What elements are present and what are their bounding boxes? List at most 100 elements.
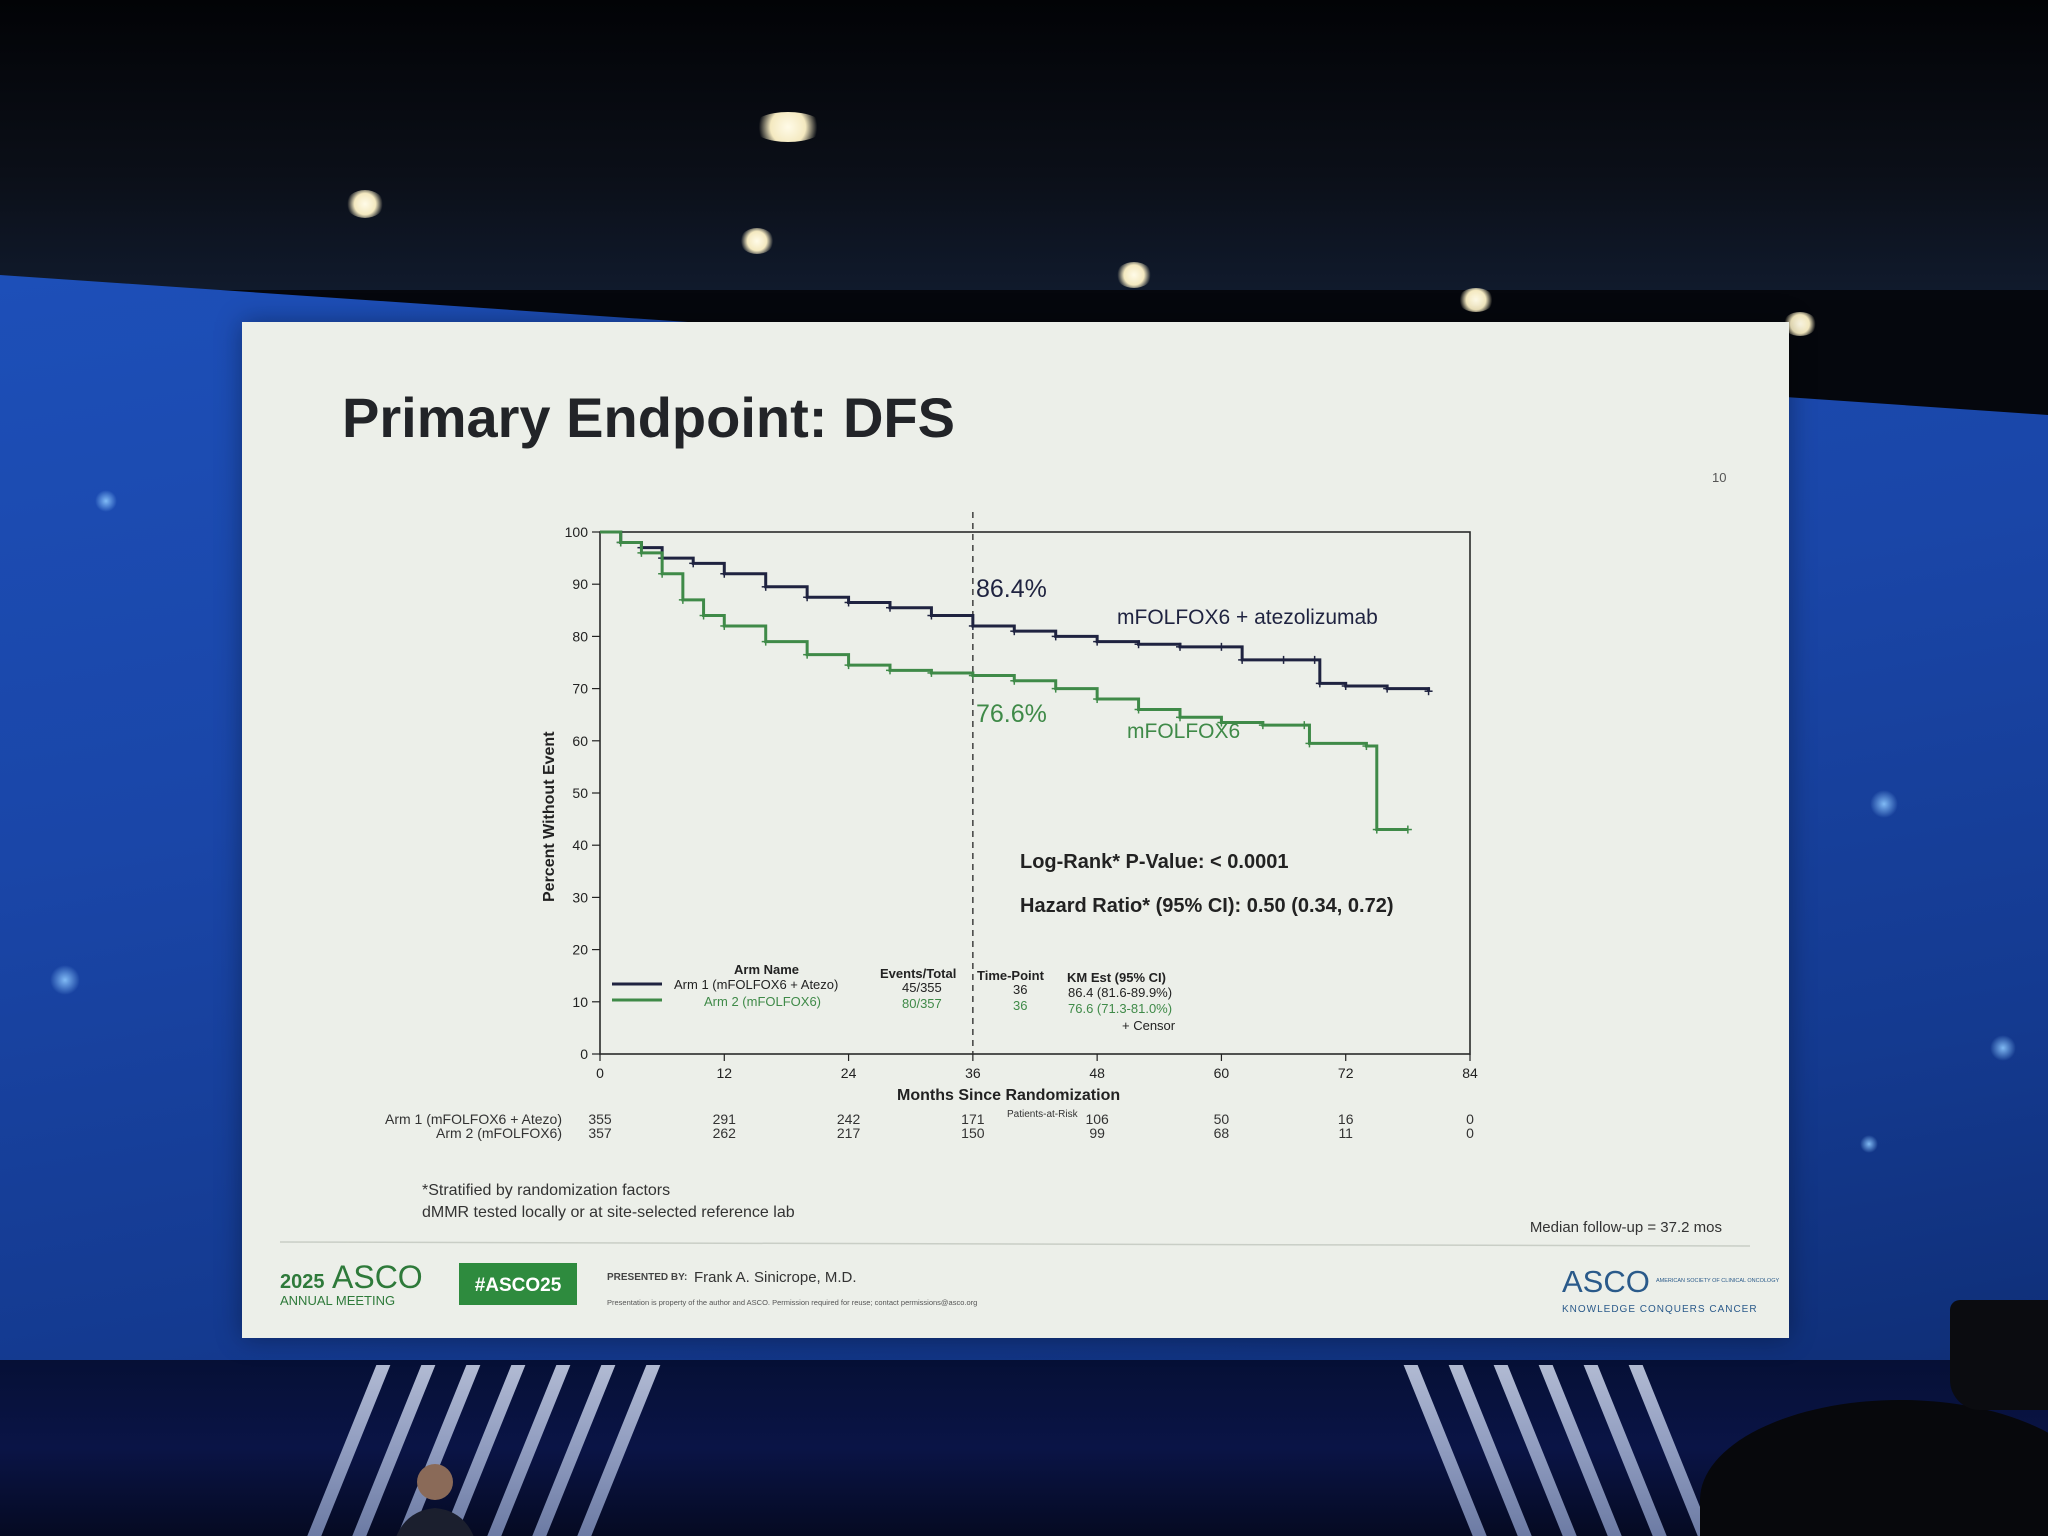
risk-value: 50 [1214,1111,1230,1127]
presentation-slide: Primary Endpoint: DFS 10 0 10 20 30 40 50 60 70… [242,322,1789,1338]
x-axis-label: Months Since Randomization [897,1087,1120,1104]
meeting-name: ASCO [332,1259,423,1295]
legend-header-timepoint: Time-Point [977,968,1045,983]
x-tick-label: 84 [1462,1065,1478,1081]
y-tick-label: 10 [572,994,588,1010]
risk-value: 242 [837,1111,861,1127]
x-tick-label: 12 [716,1065,732,1081]
light-spark [95,490,117,512]
x-tick-label: 72 [1338,1065,1354,1081]
light-spark [50,965,80,995]
risk-value: 106 [1085,1111,1109,1127]
x-tick-label: 24 [841,1065,857,1081]
x-tick-label: 60 [1214,1065,1230,1081]
km-plot: 0 10 20 30 40 50 60 70 80 90 100 0 12 24 36 48 60 72 84 8… [541,512,1478,1120]
legend-arm2-km: 76.6 (71.3-81.0%) [1068,1001,1172,1016]
y-axis-label: Percent Without Event [541,731,558,902]
risk-value: 150 [961,1125,985,1141]
ceiling-light [752,112,824,142]
light-spark [1860,1135,1878,1153]
footnote-dmmr: dMMR tested locally or at site-selected … [422,1204,795,1221]
risk-value: 16 [1338,1111,1354,1127]
meeting-subtitle: ANNUAL MEETING [280,1293,395,1308]
speaker-figure [396,1464,474,1536]
ceiling-light [740,228,774,254]
risk-value: 217 [837,1125,861,1141]
ceiling-light [346,190,384,218]
legend-header-events: Events/Total [880,966,956,981]
footer-divider [279,1241,1751,1247]
legend-censor: + Censor [1122,1018,1176,1033]
light-spark [1990,1035,2016,1061]
median-followup: Median follow-up = 37.2 mos [1530,1219,1722,1236]
asco-society-name: AMERICAN SOCIETY OF CLINICAL ONCOLOGY [1656,1278,1779,1284]
footer-disclaimer: Presentation is property of the author a… [607,1298,977,1307]
risk-value: 262 [713,1125,737,1141]
patients-at-risk-label: Patients-at-Risk [1007,1109,1079,1120]
risk-values: 355 291 242 171 106 50 16 0 357 262 217 150 99 68 11 0 [588,1111,1474,1141]
hashtag-text: #ASCO25 [475,1275,562,1296]
slide-page-number: 10 [1712,470,1726,485]
ceiling-light [1458,288,1494,312]
y-tick-label: 20 [572,942,588,958]
y-tick-label: 30 [572,889,588,905]
risk-value: 171 [961,1111,985,1127]
footnote-stratified: *Stratified by randomization factors [422,1182,670,1199]
asco-logo-word: ASCO [1562,1264,1650,1299]
risk-value: 357 [588,1125,612,1141]
y-axis: 0 10 20 30 40 50 60 70 80 90 100 [565,524,600,1062]
asco-tagline: KNOWLEDGE CONQUERS CANCER [1562,1304,1758,1315]
hazard-ratio: Hazard Ratio* (95% CI): 0.50 (0.34, 0.72… [1020,895,1393,917]
arm2-km-label: 76.6% [976,700,1047,728]
risk-row-label-arm2: Arm 2 (mFOLFOX6) [436,1125,562,1141]
arm1-curve-label: mFOLFOX6 + atezolizumab [1117,606,1378,629]
legend-header-arm: Arm Name [734,962,799,977]
speaker-body [396,1508,474,1536]
y-tick-label: 90 [572,576,588,592]
risk-value: 0 [1466,1125,1474,1141]
ceiling [0,0,2048,336]
legend-arm2-timepoint: 36 [1013,998,1027,1013]
y-tick-label: 60 [572,733,588,749]
km-curves [600,530,1433,834]
meeting-logo: 2025 ASCO ANNUAL MEETING [280,1259,423,1308]
y-tick-label: 80 [572,628,588,644]
asco-logo: ASCO AMERICAN SOCIETY OF CLINICAL ONCOLO… [1562,1264,1779,1315]
y-tick-label: 40 [572,837,588,853]
risk-value: 68 [1214,1125,1230,1141]
legend-arm1-name: Arm 1 (mFOLFOX6 + Atezo) [674,977,838,992]
risk-value: 99 [1089,1125,1105,1141]
risk-value: 355 [588,1111,612,1127]
arm1-km-label: 86.4% [976,575,1047,603]
y-tick-label: 0 [580,1046,588,1062]
x-axis: 0 12 24 36 48 60 72 84 [596,1054,1478,1081]
camera-silhouette [1950,1300,2048,1410]
legend-header-km: KM Est (95% CI) [1067,970,1166,985]
y-tick-label: 70 [572,681,588,697]
risk-value: 0 [1466,1111,1474,1127]
presenter-name: Frank A. Sinicrope, M.D. [694,1269,857,1286]
legend-arm2-events: 80/357 [902,996,942,1011]
slide-title: Primary Endpoint: DFS [342,386,955,449]
slide-canvas: Primary Endpoint: DFS 10 0 10 20 30 40 50 60 70… [279,386,1779,1315]
ceiling-light [1116,262,1152,288]
x-tick-label: 36 [965,1065,981,1081]
meeting-year: 2025 [280,1271,325,1293]
y-tick-label: 100 [565,524,589,540]
hashtag-badge [459,1263,577,1305]
legend-arm1-timepoint: 36 [1013,982,1027,997]
x-tick-label: 48 [1089,1065,1105,1081]
risk-row-label-arm1: Arm 1 (mFOLFOX6 + Atezo) [385,1111,562,1127]
arm2-curve-label: mFOLFOX6 [1127,720,1240,743]
x-tick-label: 0 [596,1065,604,1081]
legend-arm1-km: 86.4 (81.6-89.9%) [1068,985,1172,1000]
km-legend: Arm Name Events/Total Time-Point KM Est … [612,962,1176,1033]
risk-value: 291 [713,1111,737,1127]
patients-at-risk-table: Arm 1 (mFOLFOX6 + Atezo) Arm 2 (mFOLFOX6… [385,1111,1474,1141]
legend-arm1-events: 45/355 [902,980,942,995]
y-tick-label: 50 [572,785,588,801]
light-spark [1870,790,1898,818]
legend-arm2-name: Arm 2 (mFOLFOX6) [704,994,821,1009]
presented-by-label: PRESENTED BY: [607,1272,687,1283]
